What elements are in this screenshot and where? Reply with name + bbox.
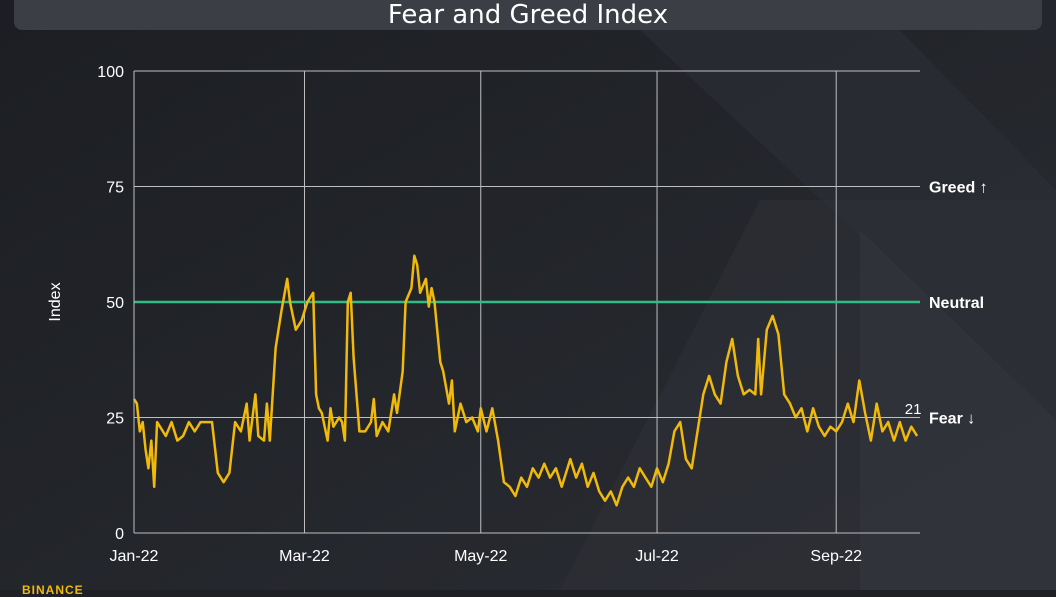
x-tick-label: Jan-22 [110,548,159,565]
last-value-label: 21 [905,401,922,418]
series-layer: 21 [132,254,922,507]
title-bar: Fear and Greed Index [14,0,1042,30]
x-tick-label: May-22 [454,548,507,565]
y-tick-label: 75 [106,180,124,197]
x-tick-label: Mar-22 [279,548,330,565]
series-line [132,254,919,507]
x-tick-label: Sep-22 [810,548,862,565]
y-tick-label: 50 [106,295,124,312]
reference-line-label: Greed ↑ [929,180,988,197]
reference-lines: Greed ↑ Neutral Fear ↓ [134,180,988,428]
y-tick-label: 0 [115,526,124,543]
chart-title: Fear and Greed Index [387,0,669,30]
y-tick-label: 100 [97,64,124,81]
y-axis-title: Index [47,282,64,321]
axes: 0 25 50 75 100 Jan-22 Mar-22 May-22 Jul-22 Sep-22… [47,64,862,565]
x-tick-label: Jul-22 [635,548,679,565]
brand-logo-text: BINANCE [22,583,84,597]
reference-line-label: Neutral [929,295,984,312]
reference-line-label: Fear ↓ [929,411,975,428]
y-tick-label: 25 [106,411,124,428]
